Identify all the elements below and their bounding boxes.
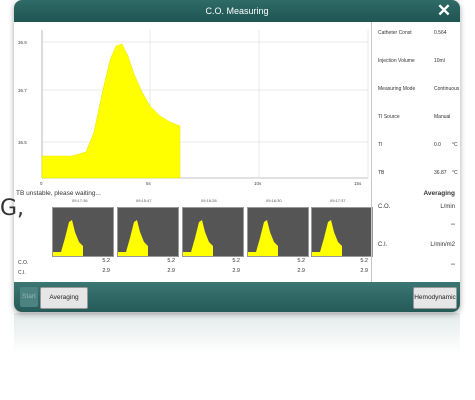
averaging-title: Averaging	[423, 190, 455, 197]
x-tick-label: 0	[40, 181, 43, 186]
status-message: TB unstable, please waiting...	[16, 190, 101, 197]
avg-co-label: C.O.	[378, 204, 391, 210]
thumb-curve-svg	[53, 220, 83, 256]
thumb-ci-value: 2.9	[297, 268, 305, 274]
param-label: Measuring Mode	[378, 86, 416, 92]
param-label: Injection Volume	[378, 58, 415, 64]
thumb-time: 09:16:28	[201, 198, 217, 203]
thumb-curve	[118, 220, 148, 256]
thumb-time: 09:15:47	[136, 198, 152, 203]
thumb-ci-value: 2.9	[232, 268, 240, 274]
thumb-ci-value: 2.9	[167, 268, 175, 274]
thumb-co-value: 5.2	[232, 258, 240, 264]
y-tick-label: 36.9	[18, 40, 27, 45]
thumb-curve-svg	[248, 220, 278, 256]
thumb-ci-value: 2.9	[102, 268, 110, 274]
x-tick-label: 15s	[354, 181, 362, 186]
thermodilution-curve	[41, 43, 181, 179]
thumb-curve	[312, 220, 342, 256]
thumb-curve-svg	[118, 220, 148, 256]
thumb-curve	[53, 220, 83, 256]
thumb-curve	[183, 220, 213, 256]
curve-svg: 36.9 36.7 36.5 0 5s 10s 15s	[18, 30, 369, 186]
param-unit: °C	[452, 142, 458, 148]
reflection-gradient	[14, 313, 460, 353]
measurement-thumbnail[interactable]	[117, 207, 179, 257]
thumb-curve-svg	[183, 220, 213, 256]
param-value: Continuous	[434, 86, 460, 92]
co-measuring-window: C.O. Measuring ✕ 36.9 36.7 36.5 0 5s 10s	[14, 0, 460, 312]
x-tick-label: 5s	[146, 181, 152, 186]
param-value: 0.564	[434, 30, 447, 36]
x-tick-label: 10s	[254, 181, 262, 186]
avg-ci-value: --	[451, 262, 455, 268]
ci-row-label: C.I.	[18, 270, 26, 276]
param-label: Catheter Const	[378, 30, 412, 36]
thumb-time: 09:17:36	[72, 198, 88, 203]
thumb-co-value: 5.2	[102, 258, 110, 264]
thumb-time: 09:17:37	[330, 198, 346, 203]
thumb-co-value: 5.2	[167, 258, 175, 264]
measurement-history: C.O. C.I. 09:17:36 5.2 2.9 09:15:47 5.2 …	[14, 198, 373, 282]
param-label: TI Source	[378, 114, 400, 120]
co-row-label: C.O.	[18, 260, 29, 266]
bottom-toolbar: Start Averaging Hemodynamic	[14, 282, 460, 312]
avg-ci-unit: L/min/m2	[430, 242, 455, 248]
averaging-button[interactable]: Averaging	[40, 287, 88, 309]
param-row-catheter-const[interactable]: Catheter Const 0.564	[372, 28, 460, 38]
close-icon[interactable]: ✕	[436, 1, 452, 20]
title-bar: C.O. Measuring ✕	[14, 0, 460, 22]
thumb-co-value: 5.2	[360, 258, 368, 264]
param-value: 10ml	[434, 58, 445, 64]
param-value: Manual	[434, 114, 451, 120]
thumb-curve	[248, 220, 278, 256]
thermodilution-curve-chart: 36.9 36.7 36.5 0 5s 10s 15s	[14, 22, 370, 188]
thumb-curve-svg	[312, 220, 342, 256]
thumb-co-value: 5.2	[297, 258, 305, 264]
param-row-injection-volume[interactable]: Injection Volume 10ml	[372, 56, 460, 66]
avg-co-value: --	[451, 222, 455, 228]
hemodynamic-button[interactable]: Hemodynamic	[413, 287, 457, 309]
param-unit: °C	[452, 170, 458, 176]
avg-ci-label: C.I.	[378, 242, 388, 248]
thumb-ci-value: 2.9	[360, 268, 368, 274]
param-value: 0.0	[434, 142, 441, 148]
averaging-panel: Averaging C.O. L/min -- C.I. L/min/m2 --	[371, 188, 460, 282]
window-title: C.O. Measuring	[205, 6, 269, 16]
panel-reflection	[14, 313, 460, 383]
param-value: 36.87	[434, 170, 447, 176]
measurement-thumbnail[interactable]	[311, 207, 373, 257]
avg-co-unit: L/min	[440, 204, 455, 210]
param-label: TB	[378, 170, 385, 176]
param-row-measuring-mode[interactable]: Measuring Mode Continuous	[372, 84, 460, 94]
thumb-time: 09:16:30	[266, 198, 282, 203]
measurement-thumbnail[interactable]	[182, 207, 244, 257]
param-row-ti[interactable]: TI 0.0 °C	[372, 140, 460, 150]
param-label: TI	[378, 142, 383, 148]
param-row-tb: TB 36.87 °C	[372, 168, 460, 178]
y-tick-label: 36.5	[18, 140, 27, 145]
measurement-thumbnail[interactable]	[247, 207, 309, 257]
param-row-ti-source[interactable]: TI Source Manual	[372, 112, 460, 122]
measurement-thumbnail[interactable]	[52, 207, 114, 257]
parameter-panel: Catheter Const 0.564 Injection Volume 10…	[371, 22, 460, 188]
y-tick-label: 36.7	[18, 88, 27, 93]
background-text-fragment: G,	[0, 196, 25, 221]
start-button[interactable]: Start	[20, 287, 38, 307]
